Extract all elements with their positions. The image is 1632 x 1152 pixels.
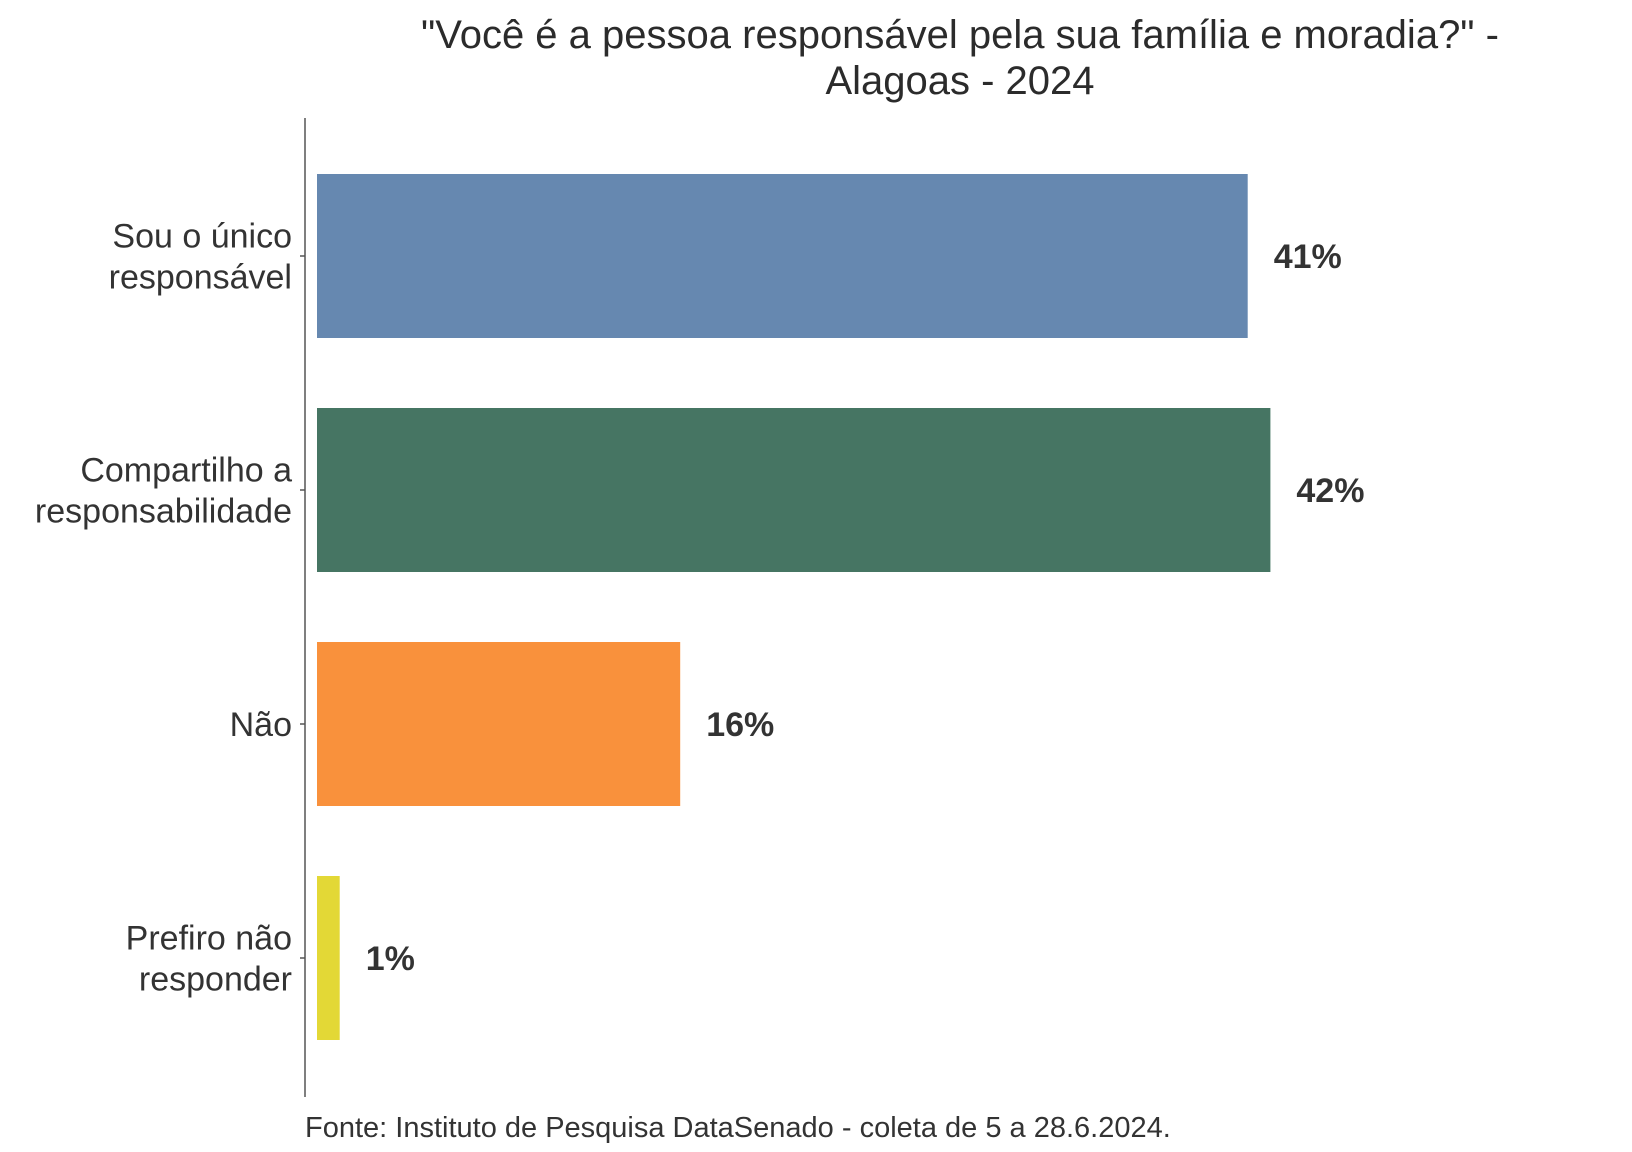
value-label-3: 1% — [366, 940, 415, 978]
category-label-3: Prefiro não responder — [126, 920, 292, 999]
category-label-1-line-0: Compartilho a — [80, 452, 292, 490]
chart-title-line-2: Alagoas - 2024 — [825, 59, 1095, 103]
category-label-3-line-0: Prefiro não — [126, 920, 292, 958]
chart-title: "Você é a pessoa responsável pela sua fa… — [290, 12, 1630, 104]
category-label-3-line-1: responder — [139, 961, 292, 999]
bars-group: 41% Sou o único responsável 42% Compartilho … — [35, 174, 1364, 1040]
category-label-0-line-0: Sou o único — [112, 218, 292, 256]
value-label-2: 16% — [706, 706, 774, 744]
category-label-2-line-0: Não — [230, 706, 292, 744]
chart-caption: Fonte: Instituto de Pesquisa DataSenado … — [305, 1112, 1171, 1144]
bar-3 — [317, 876, 340, 1040]
bar-2 — [317, 642, 681, 806]
category-label-1-line-1: responsabilidade — [35, 493, 292, 531]
category-label-0: Sou o único responsável — [109, 218, 292, 297]
category-label-0-line-1: responsável — [109, 259, 292, 297]
chart-title-line-1: "Você é a pessoa responsável pela sua fa… — [421, 13, 1499, 57]
bar-1 — [317, 408, 1271, 572]
category-label-1: Compartilho a responsabilidade — [35, 452, 292, 531]
value-label-1: 42% — [1296, 472, 1364, 510]
value-label-0: 41% — [1274, 238, 1342, 276]
bar-0 — [317, 174, 1248, 338]
category-label-2: Não — [230, 706, 292, 744]
